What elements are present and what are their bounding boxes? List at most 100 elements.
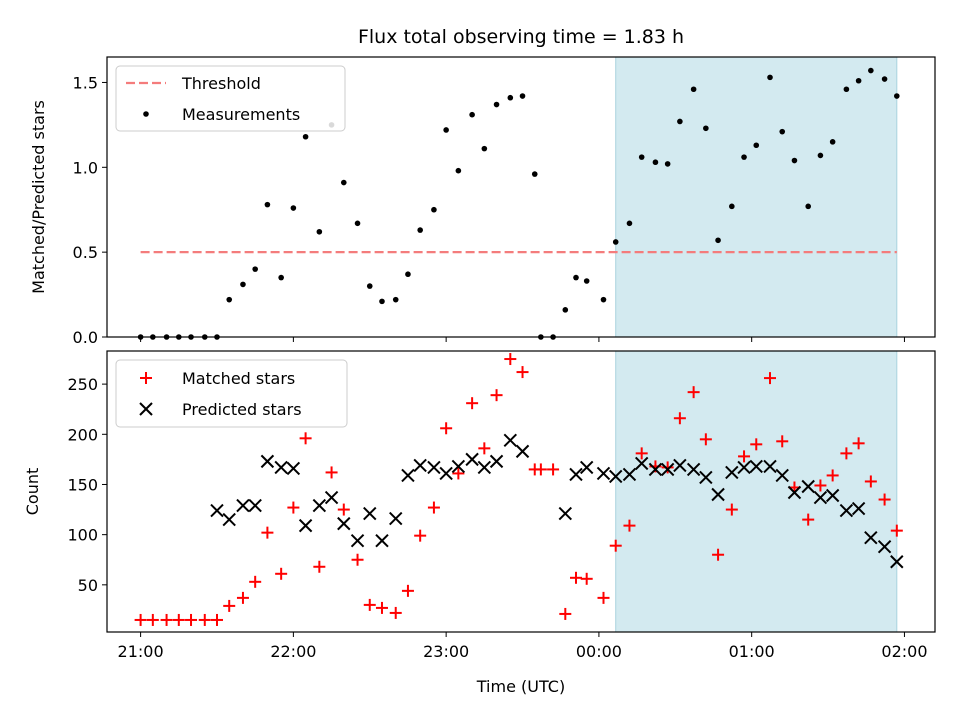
cross-stroke [851,501,866,516]
legend-predicted-swatch [139,402,153,416]
ratio-legend-box [115,65,346,132]
measurement-point [817,152,824,159]
predicted-star-point [839,503,854,518]
matched-star-point [852,437,865,450]
cross-stroke [337,516,351,531]
cross-stroke [210,503,224,518]
cross-stroke [363,506,377,521]
measurement-point [252,266,258,272]
measurement-point [729,203,735,210]
measurement-point [354,220,361,227]
cross-stroke [673,458,687,473]
y-tick-label: 150 [67,475,98,494]
measurement-point [366,283,373,289]
ratio-y-ticks: 0.0 0.5 1.0 1.5 [73,73,107,347]
matched-star-point [725,503,738,516]
cross-stroke [864,530,878,545]
cross-stroke [660,462,675,477]
legend-cross-marker [139,402,153,416]
measurement-point [677,118,683,125]
matched-star-point [337,503,350,516]
predicted-star-point [787,485,802,500]
measurement-points [137,67,900,340]
matched-star-point [623,519,636,532]
predicted-star-point [363,506,377,521]
measurement-point [562,307,569,313]
matched-star-point [864,475,877,488]
predicted-star-point [558,506,573,521]
cross-stroke [139,402,153,416]
cross-stroke [274,460,288,475]
cross-stroke [503,433,518,448]
cross-stroke [648,462,663,477]
predicted-star-point [569,467,583,482]
matched-star-point [635,447,648,460]
matched-star-point [826,469,839,482]
cross-stroke [298,518,313,533]
matched-star-point [597,591,610,604]
measurement-point [855,77,862,84]
measurement-point [455,167,462,174]
measurement-point [791,157,798,164]
cross-stroke [413,458,427,473]
predicted-star-point [622,467,637,482]
predicted-star-point [825,488,840,503]
legend-measurement-swatch [143,111,149,117]
matched-star-point [313,560,326,573]
matched-star-point [275,567,288,580]
predicted-star-point [813,490,828,505]
matched-star-point [478,442,491,455]
predicted-star-point [503,433,518,448]
cross-stroke [725,465,739,480]
cross-stroke [825,488,840,503]
predicted-star-point [737,460,751,475]
matched-star-point [504,353,517,366]
x-tick-label: 21:00 [118,642,164,661]
count-panel-frame [106,350,936,633]
cross-stroke [222,512,236,527]
matched-star-point [687,386,700,399]
cross-stroke [686,462,701,477]
matched-star-point [840,447,853,460]
matched-star-point [236,591,249,604]
observing-window-shade-bottom [615,350,898,633]
cross-stroke [465,452,479,467]
measurement-point [278,274,284,281]
cross-stroke [839,503,854,518]
cross-stroke [711,487,725,502]
matched-star-point [389,606,402,619]
cross-stroke [737,460,751,475]
matched-star-point [261,526,274,539]
predicted-star-point [711,487,725,502]
measurement-point [626,220,633,227]
measurement-point [573,274,579,281]
y-tick-label: 1.0 [73,158,98,177]
measurement-point [741,154,747,160]
predicted-star-point [401,468,415,483]
ratio-panel-frame [106,56,936,338]
measurement-point [767,74,773,81]
y-tick-label: 0.5 [73,243,98,262]
matched-star-point [249,575,262,588]
predicted-star-point [389,511,403,526]
measurement-point [690,86,697,93]
predicted-star-point [801,479,815,494]
cross-stroke [558,506,573,521]
measurement-point [340,179,347,186]
matched-star-point [878,493,891,506]
measurement-point [405,271,411,278]
count-y-ticks: 50 100 150 200 250 [67,375,107,595]
predicted-star-point [236,498,250,513]
predicted-star-point [648,462,663,477]
legend-plus-marker [140,372,152,384]
matched-star-point [712,548,725,561]
measurement-point [469,111,475,118]
measurement-point [881,76,888,82]
predicted-star-point [515,444,530,459]
cross-stroke [634,456,649,471]
matched-star-point [559,607,572,620]
measurement-point [638,154,645,160]
cross-stroke [622,467,637,482]
matched-star-point [764,372,777,385]
